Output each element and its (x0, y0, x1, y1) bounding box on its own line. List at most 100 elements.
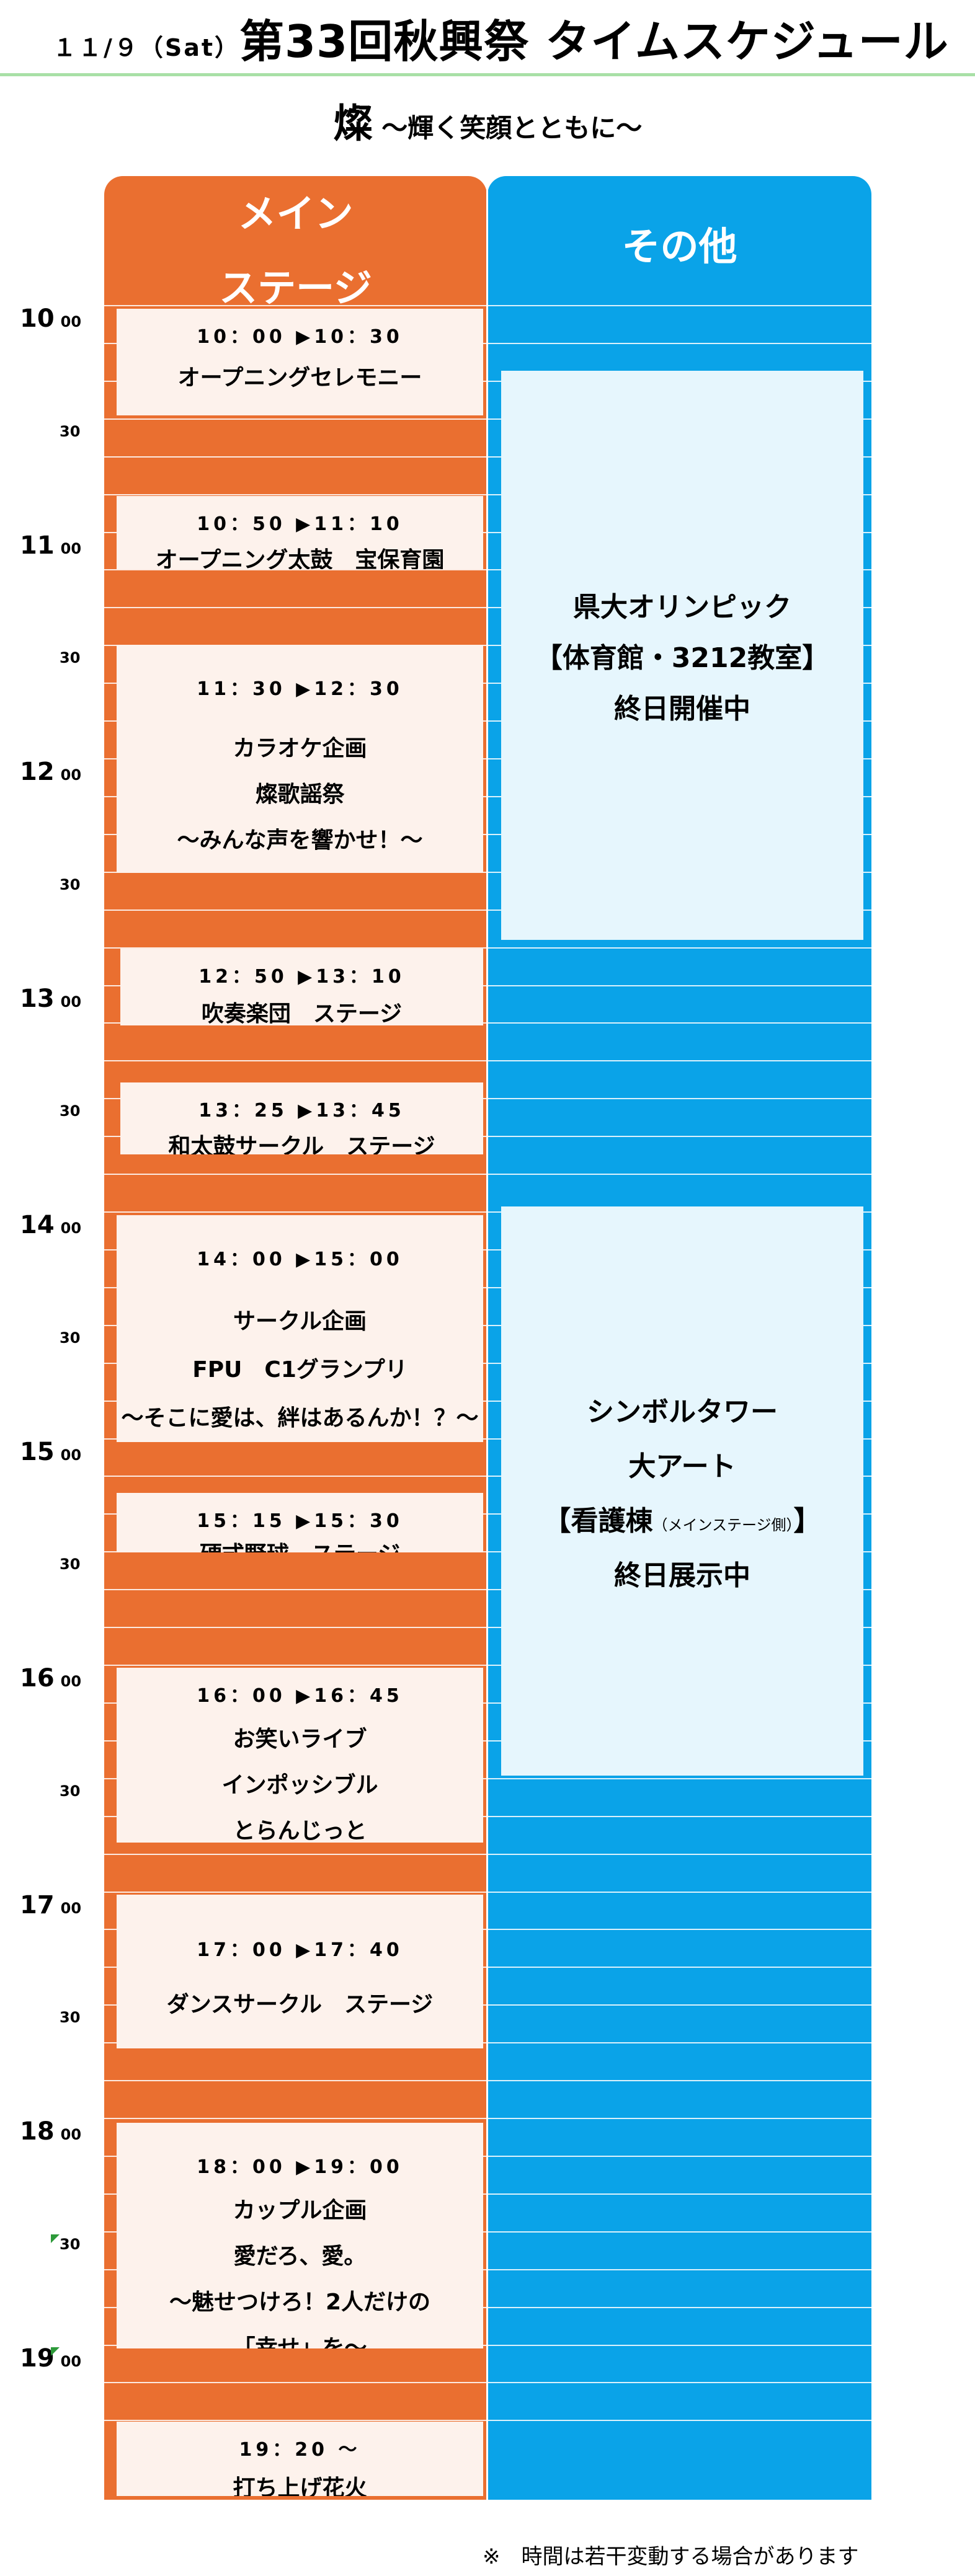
hour-label: 18 00 (20, 2117, 81, 2146)
minute-value: 00 (60, 313, 82, 330)
grid-line (104, 1892, 487, 1893)
half-hour-label: 30 (60, 423, 81, 440)
grid-line (488, 1967, 871, 1968)
grid-line (488, 2269, 871, 2270)
grid-line (104, 1174, 487, 1175)
grid-line (488, 2307, 871, 2308)
grid-line (488, 2156, 871, 2157)
hour-label: 10 00 (20, 304, 81, 333)
column-divider (486, 176, 488, 2500)
event-line: 「幸せ」を～ (233, 2335, 367, 2348)
event-line: オープニングセレモニー (177, 365, 422, 391)
hour-value: 19 (20, 2344, 55, 2373)
event-line: 吹奏楽団 ステージ (201, 1001, 403, 1025)
grid-line (488, 2382, 871, 2383)
corner-marker (51, 2347, 60, 2356)
event-line: 燦歌謡祭 (255, 782, 345, 807)
grid-line (104, 910, 487, 911)
main-stage-event: 10：50 ▶11：10 オープニング太鼓 宝保育園 (117, 496, 483, 569)
event-time: 14：00 ▶15：00 (197, 1249, 403, 1270)
grid-line (488, 1022, 871, 1024)
event-line: ～そこに愛は、絆はあるんか！？～ (121, 1405, 479, 1431)
grid-line (488, 1854, 871, 1855)
hour-value: 18 (20, 2117, 55, 2146)
event-line: カラオケ企画 (233, 736, 367, 761)
half-hour-label: 30 (60, 2009, 81, 2026)
subtitle-kanji: 燦 (332, 100, 373, 147)
hour-value: 13 (20, 985, 55, 1013)
other-event-olympic: 県大オリンピック 【体育館・3212教室】 終日開催中 (501, 371, 863, 940)
grid-line (104, 1060, 487, 1061)
hour-value: 11 (20, 531, 55, 560)
hour-value: 17 (20, 1891, 55, 1919)
other-event-line: シンボルタワー (587, 1396, 778, 1428)
hour-value: 16 (20, 1664, 55, 1693)
main-stage-event: 19：20 ～ 打ち上げ花火 (117, 2422, 483, 2496)
event-line: お笑いライブ (233, 1727, 367, 1752)
event-time: 12：50 ▶13：10 (198, 966, 405, 988)
grid-line (488, 1136, 871, 1137)
other-event-text: 【看護棟 (543, 1505, 653, 1537)
event-line: FPU C1グランプリ (192, 1357, 407, 1383)
hour-label: 14 00 (20, 1211, 81, 1239)
main-stage-event: 10：00 ▶10：30 オープニングセレモニー (117, 309, 483, 415)
grid-line (104, 1854, 487, 1855)
minute-value: 00 (60, 993, 82, 1011)
event-time: 15：15 ▶15：30 (197, 1510, 403, 1532)
event-line: 愛だろ、愛。 (233, 2244, 367, 2269)
hour-label: 17 00 (20, 1891, 81, 1919)
grid-line (488, 2345, 871, 2346)
grid-line (488, 305, 871, 306)
hour-label: 13 00 (20, 985, 81, 1013)
main-stage-event: 13：25 ▶13：45 和太鼓サークル ステージ (120, 1082, 483, 1154)
grid-line (488, 2042, 871, 2043)
event-time: 10：50 ▶11：10 (197, 513, 403, 535)
minute-value: 00 (60, 1900, 82, 1917)
hour-value: 14 (20, 1211, 55, 1239)
other-event-line: 終日開催中 (614, 693, 750, 725)
grid-line (104, 1589, 487, 1590)
subtitle: 燦 ～輝く笑顔とともに～ (0, 92, 975, 149)
event-time: 17：00 ▶17：40 (197, 1939, 403, 1961)
minute-value: 00 (60, 766, 82, 784)
grid-line (488, 1929, 871, 1930)
event-line: とらんじっと (233, 1818, 367, 1843)
grid-line (104, 947, 487, 949)
event-line: サークル企画 (233, 1309, 367, 1334)
event-line: 硬式野球 ステージ (117, 1536, 483, 1552)
minute-value: 00 (60, 1673, 82, 1690)
event-time: 19：20 ～ (239, 2439, 361, 2461)
minute-value: 00 (60, 2353, 82, 2370)
grid-line (488, 1098, 871, 1099)
grid-line (488, 2231, 871, 2233)
half-hour-label: 30 (60, 1329, 81, 1347)
grid-line (488, 2420, 871, 2421)
event-time: 18：00 ▶19：00 (197, 2156, 403, 2178)
minute-value: 00 (60, 2126, 82, 2143)
half-hour-label: 30 (60, 649, 81, 666)
event-line: ～魅せつけろ！2人だけの (169, 2290, 431, 2315)
main-stage-event: 15：15 ▶15：30 硬式野球 ステージ (117, 1493, 483, 1552)
other-event-line: 県大オリンピック (573, 591, 791, 623)
subtitle-text: ～輝く笑顔とともに～ (372, 113, 643, 143)
hour-value: 10 (20, 304, 55, 333)
grid-line (488, 343, 871, 344)
event-time: 11：30 ▶12：30 (197, 678, 403, 700)
grid-line (104, 494, 487, 495)
main-stage-event: 14：00 ▶15：00 サークル企画 FPU C1グランプリ ～そこに愛は、絆はある… (117, 1215, 483, 1442)
grid-line (104, 607, 487, 608)
main-stage-column-header: メイン ステージ (104, 176, 487, 311)
grid-line (488, 2193, 871, 2195)
event-time: 16：00 ▶16：45 (197, 1685, 403, 1707)
hour-label: 12 00 (20, 758, 81, 786)
other-event-line: 終日展示中 (614, 1560, 750, 1591)
half-hour-label: 30 (60, 1782, 81, 1800)
hour-value: 12 (20, 758, 55, 786)
grid-line (104, 2080, 487, 2081)
grid-line (488, 985, 871, 986)
grid-line (104, 305, 487, 306)
page-title: 第33回秋興祭 タイムスケジュール (239, 15, 949, 68)
other-event-note: （メインステージ側） (652, 1516, 794, 1534)
main-stage-event: 18：00 ▶19：00 カップル企画 愛だろ、愛。 ～魅せつけろ！2人だけの 「幸せ」… (117, 2123, 483, 2348)
hour-label: 11 00 (20, 531, 81, 560)
